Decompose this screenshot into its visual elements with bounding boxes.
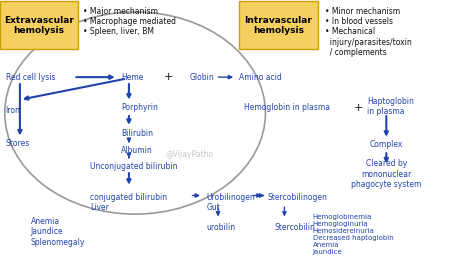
Text: Gut: Gut (206, 203, 220, 213)
Text: Amino acid: Amino acid (239, 73, 282, 82)
Text: +: + (354, 103, 364, 113)
Text: Stercobilinogen: Stercobilinogen (268, 193, 328, 202)
Text: Cleared by
mononuclear
phagocyte system: Cleared by mononuclear phagocyte system (351, 159, 421, 189)
Text: Extravascular
hemolysis: Extravascular hemolysis (4, 16, 74, 35)
Text: Red cell lysis: Red cell lysis (6, 73, 55, 82)
Text: Complex: Complex (370, 140, 403, 149)
Text: Intravascular
hemolysis: Intravascular hemolysis (245, 16, 312, 35)
Text: Urobilinogen: Urobilinogen (206, 193, 255, 202)
Text: Heme: Heme (121, 73, 143, 82)
Text: @VijayPatho: @VijayPatho (165, 150, 214, 159)
Text: Anemia
Jaundice
Splenomegaly: Anemia Jaundice Splenomegaly (31, 217, 85, 247)
Text: Globin: Globin (190, 73, 214, 82)
Text: Porphyrin: Porphyrin (121, 103, 158, 112)
FancyBboxPatch shape (0, 1, 78, 49)
Text: Bilirubin: Bilirubin (121, 128, 153, 138)
Text: Unconjugated bilirubin: Unconjugated bilirubin (90, 162, 178, 171)
Text: Albumin: Albumin (121, 146, 153, 155)
Text: Iron: Iron (6, 106, 20, 115)
Text: Liver: Liver (90, 203, 109, 213)
Text: • Major mechanism
• Macrophage mediated
• Spleen, liver, BM: • Major mechanism • Macrophage mediated … (83, 7, 176, 36)
Text: Hemoglobin in plasma: Hemoglobin in plasma (244, 103, 330, 112)
Text: Stercobilin: Stercobilin (275, 223, 316, 232)
Text: Haptoglobin
in plasma: Haptoglobin in plasma (367, 97, 414, 116)
FancyBboxPatch shape (239, 1, 318, 49)
Text: Hemoglobinemia
Hemogloginuria
Hemosidereinuria
Decreased haptoglobin
Anemia
Jaun: Hemoglobinemia Hemogloginuria Hemosidere… (313, 214, 393, 255)
Text: • Minor mechanism
• In blood vessels
• Mechanical
  injury/parasites/toxin
  / c: • Minor mechanism • In blood vessels • M… (325, 7, 411, 57)
Text: +: + (164, 72, 173, 82)
Text: conjugated bilirubin: conjugated bilirubin (90, 193, 167, 202)
Text: urobilin: urobilin (206, 223, 235, 232)
Text: Stores: Stores (6, 139, 30, 148)
